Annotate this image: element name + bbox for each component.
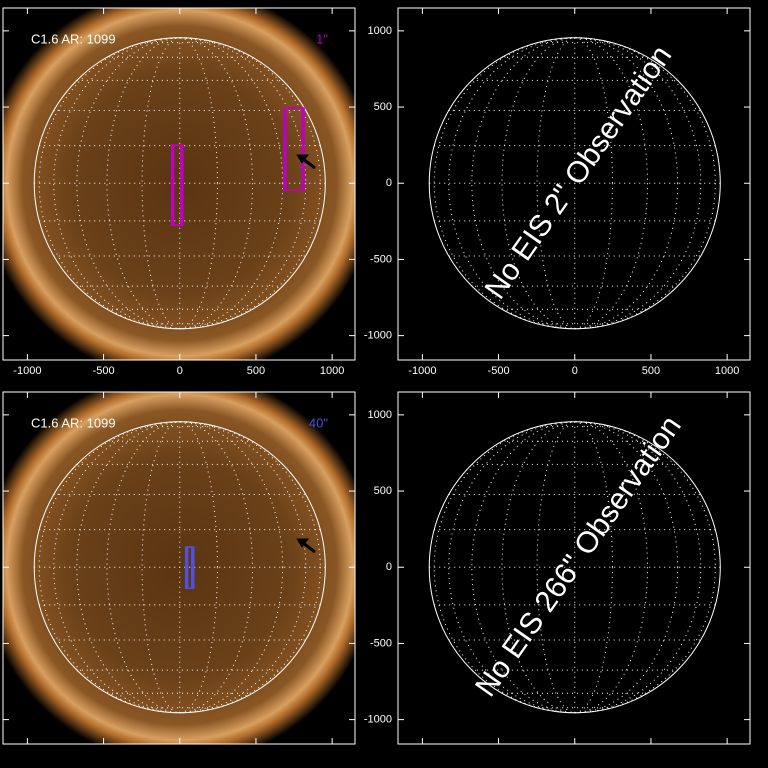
longitude-line — [141, 421, 218, 714]
longitude-line — [501, 421, 649, 714]
plot-area: C1.6 AR: 1099 1" — [3, 8, 355, 360]
x-tick-label: 500 — [642, 365, 660, 377]
axes-frame — [397, 391, 751, 745]
y-tick-label: -500 — [370, 637, 392, 649]
x-tick-label: -500 — [488, 365, 510, 377]
slit-box — [172, 144, 182, 227]
flare-arrow — [296, 154, 316, 170]
x-tick-label: 0 — [177, 365, 183, 377]
y-tick-label: -1000 — [364, 714, 392, 726]
longitude-line — [106, 421, 254, 714]
slit-box — [285, 107, 303, 191]
x-tick-label: 500 — [247, 365, 265, 377]
slit-label: 40" — [309, 415, 328, 430]
y-tick-label: 500 — [374, 101, 392, 113]
longitude-line — [76, 37, 284, 330]
solar-image — [3, 392, 355, 744]
longitude-line — [38, 37, 321, 330]
x-tick-label: -1000 — [408, 365, 436, 377]
longitude-line — [141, 37, 218, 330]
y-tick-label: 0 — [386, 561, 392, 573]
y-tick-label: 1000 — [368, 25, 392, 37]
y-tick-label: 500 — [374, 485, 392, 497]
longitude-line — [501, 37, 649, 330]
flare-arrow — [296, 538, 316, 554]
longitude-line — [106, 37, 254, 330]
panel: C1.6 AR: 1099 40" — [2, 391, 356, 745]
axes-frame — [2, 391, 356, 745]
longitude-line — [471, 37, 679, 330]
solar-image — [3, 8, 355, 360]
x-tick-label: 1000 — [715, 365, 739, 377]
x-tick-label: 1000 — [320, 365, 344, 377]
x-tick-label: -1000 — [13, 365, 41, 377]
slit-label: 1" — [316, 31, 328, 46]
axes-frame — [397, 7, 751, 361]
panel-label: C1.6 AR: 1099 — [31, 31, 116, 46]
plot-area: C1.6 AR: 1099 40" — [3, 392, 355, 744]
y-tick-label: 1000 — [368, 409, 392, 421]
longitude-line — [76, 421, 284, 714]
longitude-line — [38, 421, 321, 714]
y-tick-label: -1000 — [364, 330, 392, 342]
x-tick-label: -500 — [93, 365, 115, 377]
panel-label: C1.6 AR: 1099 — [31, 415, 116, 430]
axes-frame — [2, 7, 356, 361]
longitude-line — [471, 421, 679, 714]
y-tick-label: 0 — [386, 177, 392, 189]
panel: C1.6 AR: 1099 1" -1000 -500 0 500 1000 — [2, 7, 356, 377]
y-tick-label: -500 — [370, 253, 392, 265]
x-tick-label: 0 — [572, 365, 578, 377]
slit-box — [186, 546, 193, 590]
